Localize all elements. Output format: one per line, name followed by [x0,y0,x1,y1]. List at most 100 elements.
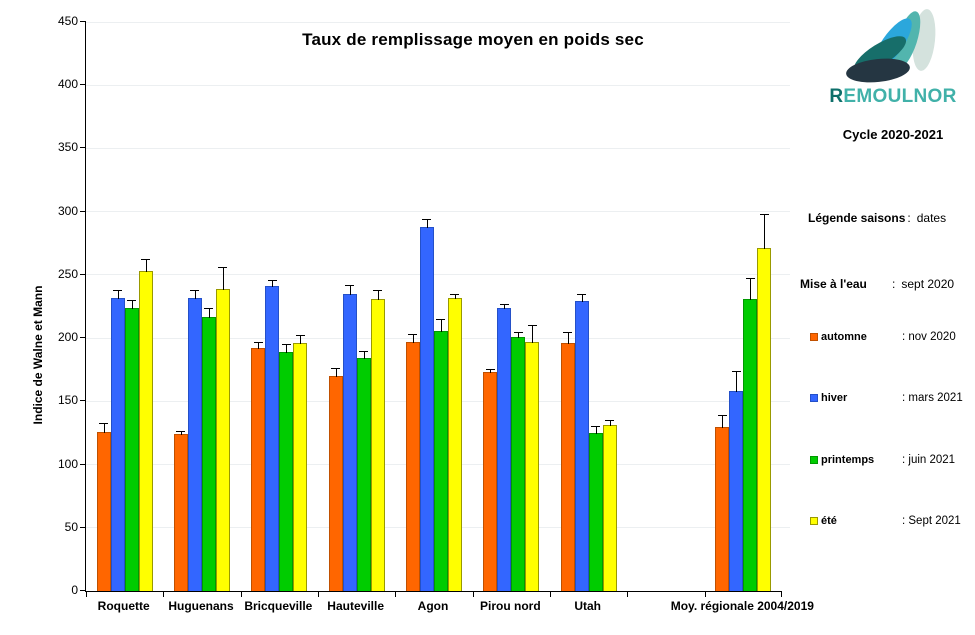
gridline [86,84,790,86]
y-tick-label: 100 [57,456,78,471]
error-bar-cap [204,307,214,309]
bar-printemps [279,344,294,591]
y-axis-tick [80,526,86,528]
bar-automne [96,422,111,591]
error-bar-cap [141,259,151,261]
legend-item-automne: automne : nov 2020 [810,331,975,345]
x-axis-tick [240,592,242,597]
legend-header: Légende saisons: dates [808,211,946,225]
x-axis-tick [86,592,87,597]
x-category-label: Utah [574,599,601,613]
cycle-label: Cycle 2020-2021 [842,127,944,142]
error-bar [736,370,738,393]
bar-hiver [110,289,125,591]
x-axis-tick [318,592,319,597]
mise-a-leau-label: Mise à l'eau [800,277,867,291]
error-bar [532,325,534,343]
error-bar-cap [218,267,228,269]
error-bar [286,344,288,354]
y-tick-label: 450 [57,14,78,28]
error-bar [208,307,210,318]
bar-group [473,303,550,591]
bar-group [395,219,472,591]
error-bar [145,259,147,273]
error-bar-cap [99,422,109,424]
bar-été [215,267,230,591]
error-bar [440,318,442,332]
error-bar [722,414,724,428]
error-bar [609,420,611,427]
legend-swatch-icon [810,516,818,525]
error-bar [117,289,119,299]
error-bar-cap [345,284,355,286]
y-tick-label: 250 [57,266,78,281]
y-tick-label: 300 [57,203,78,218]
error-bar-cap [731,370,741,372]
legend-item-label: automne [821,331,867,343]
y-axis-tick [80,273,86,275]
x-axis-tick [704,592,706,597]
legend-item-date: : juin 2021 [902,453,956,466]
gridline [86,21,790,23]
logo-wordmark: REMOULNOR [818,86,968,108]
error-bar-cap [295,335,305,337]
gridline [86,147,790,149]
bar-automne [328,368,343,591]
error-bar [363,350,365,360]
legend-header-value: dates [916,211,947,225]
x-axis-tick [550,592,551,597]
plot-area [80,21,790,597]
error-bar [258,341,260,350]
legend-item-date: : mars 2021 [902,392,963,405]
bar-printemps [743,278,758,591]
bar-group [163,267,240,591]
y-axis-tick [80,21,86,22]
error-bar-cap [577,293,587,295]
error-bar-cap [605,420,615,422]
bar-group [241,279,318,591]
error-bar-cap [127,299,137,301]
y-tick-label: 350 [57,140,78,155]
gridline [86,274,790,276]
legend-swatch-icon [810,333,818,341]
legend-swatch-icon [810,455,818,464]
x-category-label: Pirou nord [479,599,541,613]
x-axis-tick [627,592,629,597]
error-bar [412,334,414,343]
bar-group [705,213,782,591]
legend-item-été: été: Sept 2021 [810,515,975,529]
bar-printemps [201,307,216,591]
y-axis-tick [80,590,86,591]
bar-été [757,213,772,591]
y-tick-label: 150 [57,393,78,408]
legend-item-date: : nov 2020 [902,331,956,343]
bar-automne [560,331,575,591]
bar-hiver [419,219,434,591]
x-category-label: Hauteville [327,599,385,613]
legend-item-printemps: printemps: juin 2021 [810,454,975,468]
bar-automne [405,334,420,591]
bar-hiver [187,289,202,591]
error-bar [335,368,337,378]
error-bar-cap [563,331,573,333]
error-bar [222,267,224,290]
x-category-label: Bricqueville [244,599,313,613]
error-bar-cap [359,350,369,352]
legend-item-label: été [821,514,837,527]
bar-group [318,284,395,591]
bar-été [138,259,153,591]
bar-group [86,259,163,591]
y-axis-tick [80,400,86,402]
bar-été [447,293,462,591]
error-bar [504,303,506,309]
error-bar [518,331,520,338]
bar-hiver [265,279,280,591]
x-category-label: Huguenans [168,599,234,613]
bar-printemps [124,299,139,591]
error-bar-cap [717,414,727,416]
error-bar [426,219,428,228]
error-bar [750,278,752,300]
error-bar-cap [485,369,495,371]
bar-hiver [497,303,512,591]
